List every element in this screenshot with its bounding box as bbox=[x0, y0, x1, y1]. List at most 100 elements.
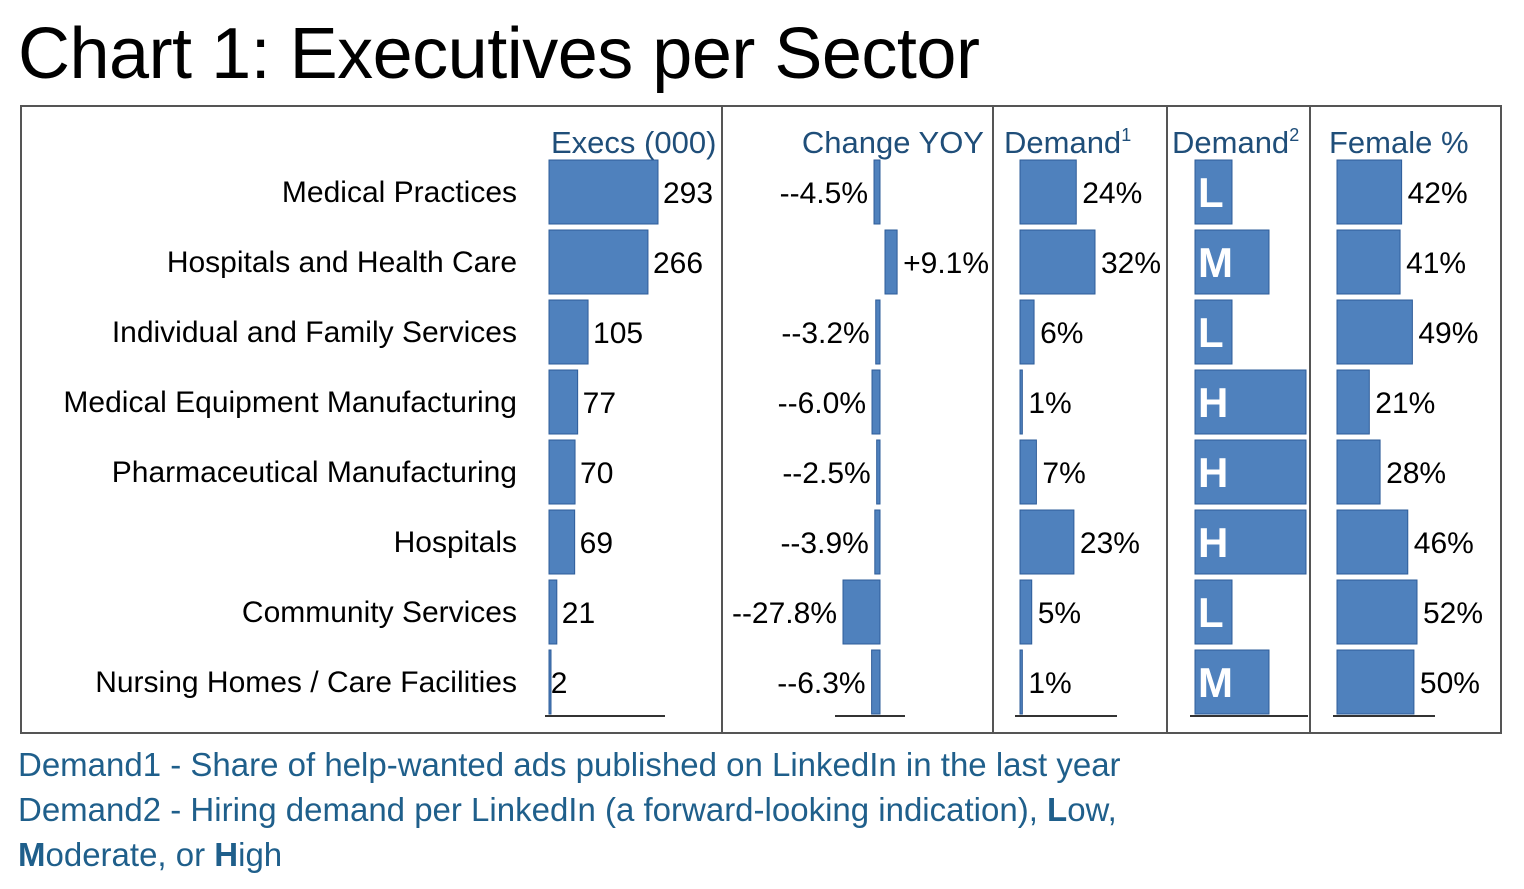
female-bar-3 bbox=[1336, 369, 1370, 435]
execs-value-1: 266 bbox=[653, 247, 703, 280]
demand2-letter-2: L bbox=[1198, 309, 1224, 356]
demand2-bar-3 bbox=[1194, 369, 1307, 435]
demand1-value-1: 32% bbox=[1101, 247, 1161, 280]
demand2-bar-0 bbox=[1194, 159, 1233, 225]
change-value-4: --2.5% bbox=[782, 457, 870, 490]
female-bar-4 bbox=[1336, 439, 1381, 505]
demand1-bar-7 bbox=[1019, 649, 1023, 715]
female-bar-0 bbox=[1336, 159, 1403, 225]
footnote-demand2-scale: Moderate, or High bbox=[18, 835, 282, 875]
category-label-nursing-homes-care-facilities: Nursing Homes / Care Facilities bbox=[95, 666, 517, 699]
execs-value-3: 77 bbox=[583, 387, 616, 420]
execs-bar-4 bbox=[548, 439, 576, 505]
female-bar-6 bbox=[1336, 579, 1418, 645]
execs-bar-1 bbox=[548, 229, 649, 295]
footnote-high-rest: igh bbox=[238, 836, 283, 873]
demand2-letter-5: H bbox=[1198, 519, 1228, 566]
female-value-5: 46% bbox=[1414, 527, 1474, 560]
category-label-individual-and-family-services: Individual and Family Services bbox=[112, 316, 517, 349]
category-label-medical-equipment-manufacturing: Medical Equipment Manufacturing bbox=[63, 386, 517, 419]
change-bar-0 bbox=[873, 159, 881, 225]
execs-bar-6 bbox=[548, 579, 558, 645]
demand1-bar-6 bbox=[1019, 579, 1033, 645]
demand2-bar-2 bbox=[1194, 299, 1233, 365]
demand1-bar-3 bbox=[1019, 369, 1023, 435]
change-bar-3 bbox=[871, 369, 881, 435]
category-label-medical-practices: Medical Practices bbox=[282, 176, 517, 209]
execs-value-5: 69 bbox=[580, 527, 613, 560]
change-bar-5 bbox=[874, 509, 881, 575]
footnote-low-initial: L bbox=[1047, 791, 1068, 828]
footnote-high-initial: H bbox=[214, 836, 239, 873]
category-label-hospitals-and-health-care: Hospitals and Health Care bbox=[167, 246, 517, 279]
demand2-letter-6: L bbox=[1198, 589, 1224, 636]
female-value-1: 41% bbox=[1406, 247, 1466, 280]
footnote-moderate-rest: oderate, or bbox=[45, 836, 215, 873]
demand1-value-4: 7% bbox=[1042, 457, 1085, 490]
female-value-2: 49% bbox=[1418, 317, 1478, 350]
header-demand2: Demand2 bbox=[1172, 125, 1299, 160]
execs-value-6: 21 bbox=[562, 597, 595, 630]
demand1-value-3: 1% bbox=[1028, 387, 1071, 420]
footnote-demand2: Demand2 - Hiring demand per LinkedIn (a … bbox=[18, 790, 1117, 830]
header-demand1: Demand1 bbox=[1004, 125, 1131, 160]
female-bar-2 bbox=[1336, 299, 1413, 365]
female-value-4: 28% bbox=[1386, 457, 1446, 490]
chart-frame bbox=[20, 105, 1502, 734]
demand1-value-6: 5% bbox=[1038, 597, 1081, 630]
demand1-value-5: 23% bbox=[1080, 527, 1140, 560]
demand1-bar-0 bbox=[1019, 159, 1077, 225]
female-value-0: 42% bbox=[1408, 177, 1468, 210]
header-female-pct: Female % bbox=[1329, 125, 1469, 160]
demand1-bar-5 bbox=[1019, 509, 1075, 575]
chart-title: Chart 1: Executives per Sector bbox=[18, 14, 980, 94]
footnote-demand1: Demand1 - Share of help-wanted ads publi… bbox=[18, 746, 1121, 783]
category-label-pharmaceutical-manufacturing: Pharmaceutical Manufacturing bbox=[112, 456, 517, 489]
category-label-hospitals: Hospitals bbox=[394, 526, 517, 559]
female-bar-1 bbox=[1336, 229, 1401, 295]
change-value-5: --3.9% bbox=[780, 527, 868, 560]
demand1-value-7: 1% bbox=[1028, 667, 1071, 700]
demand2-bar-6 bbox=[1194, 579, 1233, 645]
demand1-bar-1 bbox=[1019, 229, 1096, 295]
female-value-3: 21% bbox=[1375, 387, 1435, 420]
header-execs: Execs (000) bbox=[551, 125, 716, 160]
change-value-2: --3.2% bbox=[781, 317, 869, 350]
header-change-yoy: Change YOY bbox=[802, 125, 984, 160]
demand1-bar-2 bbox=[1019, 299, 1035, 365]
demand2-letter-3: H bbox=[1198, 379, 1228, 426]
demand2-bar-4 bbox=[1194, 439, 1307, 505]
demand2-bar-1 bbox=[1194, 229, 1270, 295]
execs-value-0: 293 bbox=[663, 177, 713, 210]
female-value-7: 50% bbox=[1420, 667, 1480, 700]
female-value-6: 52% bbox=[1423, 597, 1483, 630]
execs-value-7: 2 bbox=[551, 667, 568, 700]
footnote-low-rest: ow, bbox=[1067, 791, 1117, 828]
footnote-demand2-text: Demand2 - Hiring demand per LinkedIn (a … bbox=[18, 791, 1048, 828]
demand2-letter-1: M bbox=[1198, 239, 1233, 286]
change-bar-7 bbox=[871, 649, 881, 715]
demand1-value-0: 24% bbox=[1082, 177, 1142, 210]
execs-bar-0 bbox=[548, 159, 659, 225]
change-bar-4 bbox=[876, 439, 881, 505]
demand2-bar-7 bbox=[1194, 649, 1270, 715]
footnote-moderate-initial: M bbox=[18, 836, 46, 873]
demand2-letter-7: M bbox=[1198, 659, 1233, 706]
execs-bar-5 bbox=[548, 509, 576, 575]
change-value-7: --6.3% bbox=[777, 667, 865, 700]
execs-value-2: 105 bbox=[593, 317, 643, 350]
female-bar-5 bbox=[1336, 509, 1409, 575]
demand2-letter-4: H bbox=[1198, 449, 1228, 496]
category-label-community-services: Community Services bbox=[242, 596, 517, 629]
demand2-letter-0: L bbox=[1198, 169, 1224, 216]
execs-bar-7 bbox=[548, 649, 552, 715]
change-bar-6 bbox=[842, 579, 881, 645]
female-bar-7 bbox=[1336, 649, 1415, 715]
execs-bar-3 bbox=[548, 369, 579, 435]
execs-value-4: 70 bbox=[580, 457, 613, 490]
change-value-0: --4.5% bbox=[780, 177, 868, 210]
demand2-bar-5 bbox=[1194, 509, 1307, 575]
demand1-value-2: 6% bbox=[1040, 317, 1083, 350]
change-value-1: +9.1% bbox=[903, 247, 989, 280]
